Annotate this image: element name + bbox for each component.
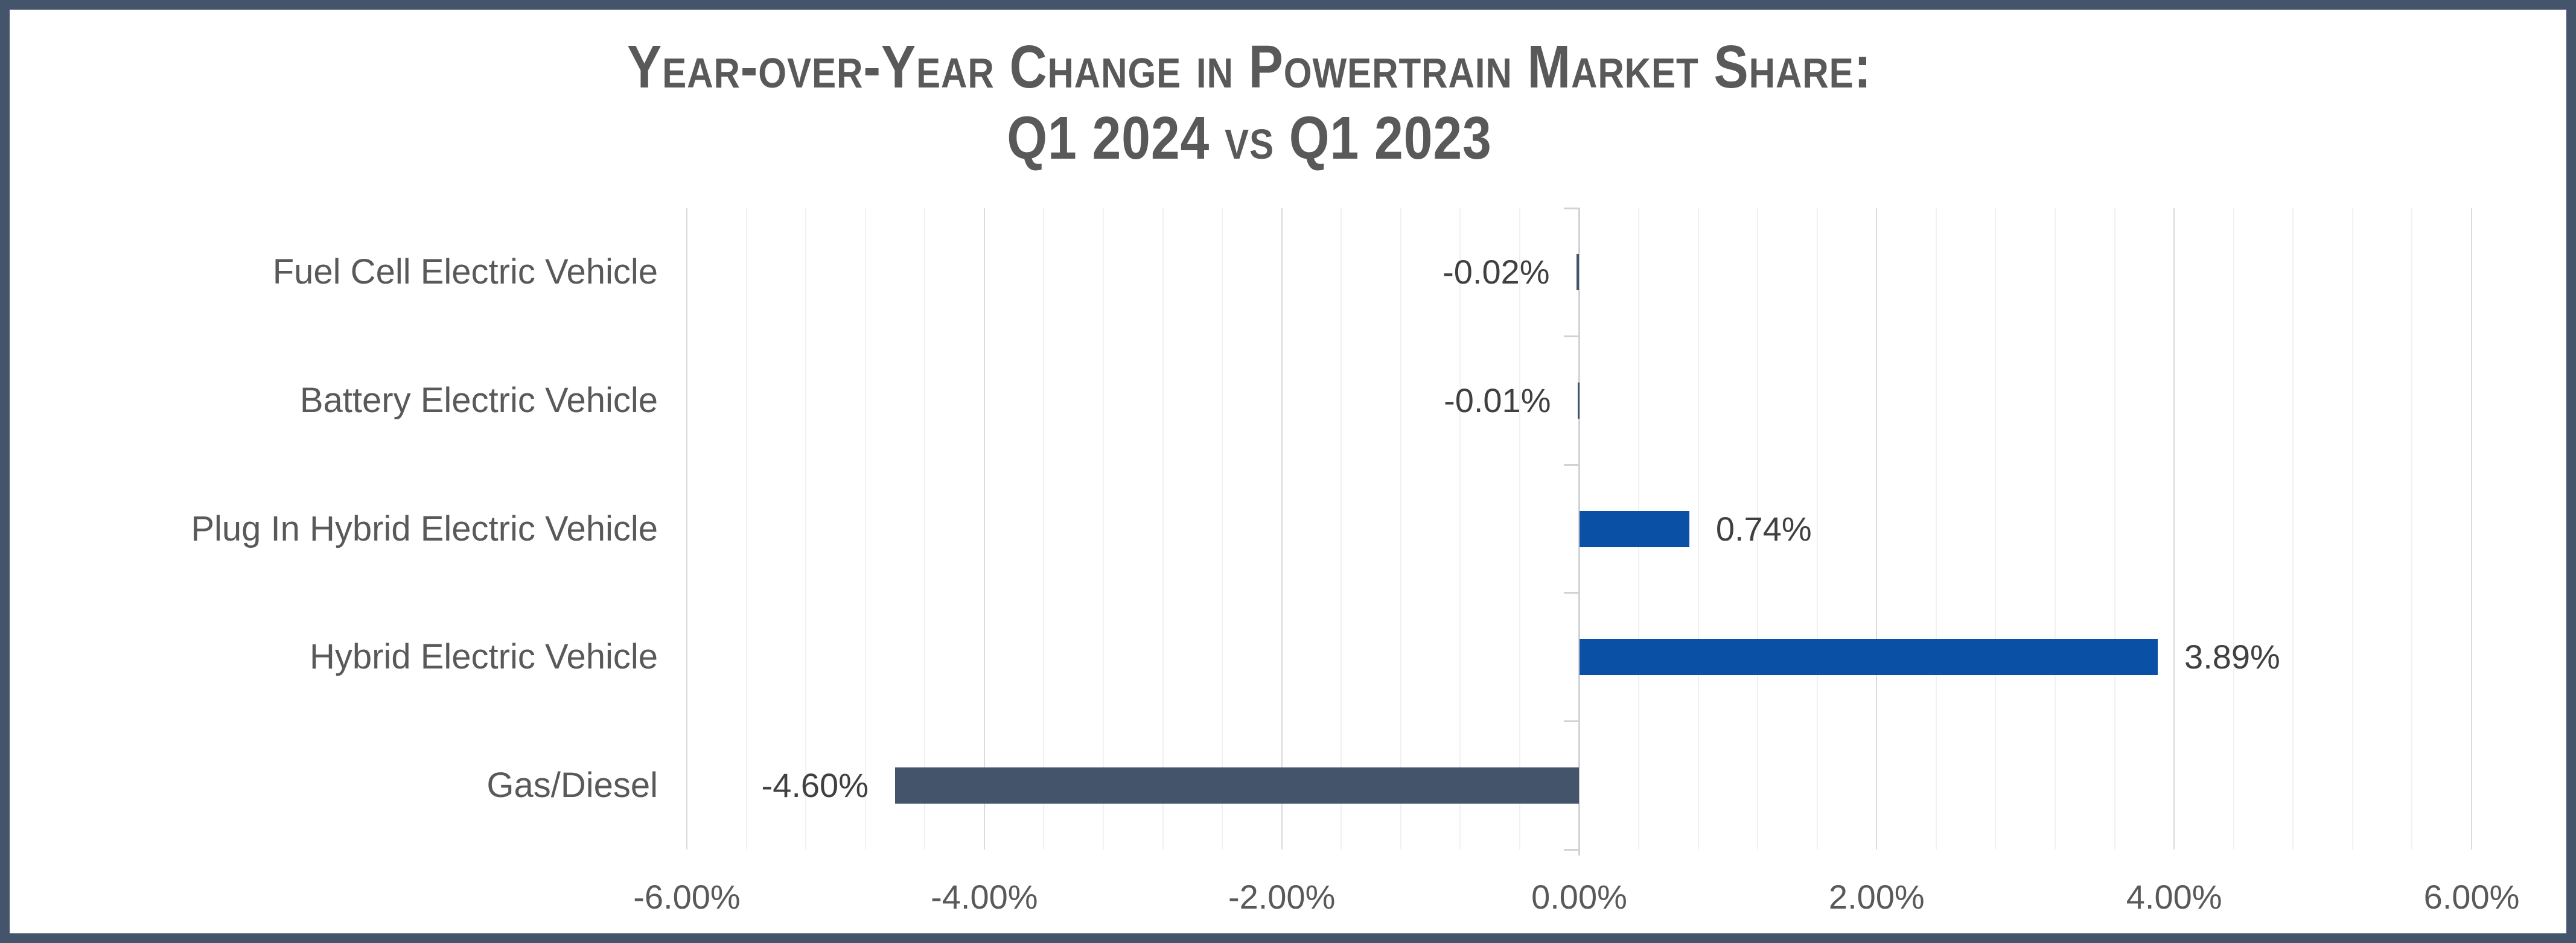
major-gridline [2173,208,2175,849]
minor-gridline [2055,208,2056,849]
bar-plug-in-hybrid-electric-vehicle [1579,510,1689,547]
data-label: 3.89% [2184,638,2280,676]
minor-gridline [1519,208,1520,849]
minor-gridline [2233,208,2234,849]
minor-gridline [1341,208,1342,849]
minor-gridline [2292,208,2294,849]
category-axis-labels: Fuel Cell Electric Vehicle Battery Electr… [0,208,658,849]
chart-title-line1: Year-over-Year Change in Powertrain Mark… [626,33,1872,101]
data-label: 0.74% [1715,509,1812,548]
minor-gridline [1459,208,1461,849]
minor-gridline [745,208,747,849]
major-gridline [686,208,687,849]
x-tick-label: 6.00% [2423,878,2520,916]
chart-title: Year-over-Year Change in Powertrain Mark… [0,31,2499,174]
minor-gridline [1697,208,1699,849]
x-tick-label: -4.00% [931,878,1038,916]
data-label: -0.02% [1443,253,1550,291]
category-axis-tick [1563,592,1580,594]
category-label: Battery Electric Vehicle [299,380,658,420]
bar-gas-diesel [894,767,1580,804]
minor-gridline [2351,208,2353,849]
category-axis-tick [1563,207,1580,209]
category-axis-tick [1563,848,1580,851]
minor-gridline [1162,208,1164,849]
category-axis-tick [1563,463,1580,466]
category-label: Plug In Hybrid Electric Vehicle [191,509,658,548]
minor-gridline [864,208,866,849]
minor-gridline [2114,208,2115,849]
x-tick-label: 0.00% [1531,878,1627,916]
minor-gridline [1935,208,1937,849]
x-tick-label: -2.00% [1228,878,1336,916]
major-gridline [1281,208,1283,849]
category-axis-tick [1563,720,1580,722]
major-gridline [983,208,985,849]
category-label: Hybrid Electric Vehicle [310,637,658,677]
minor-gridline [2411,208,2413,849]
minor-gridline [1222,208,1223,849]
category-label: Gas/Diesel [486,765,658,805]
minor-gridline [924,208,926,849]
x-tick-label: 2.00% [1828,878,1925,916]
minor-gridline [1043,208,1045,849]
value-axis-labels: -6.00% -4.00% -2.00% 0.00% 2.00% 4.00% 6.00% [633,876,2519,924]
minor-gridline [1757,208,1759,849]
bar-fuel-cell-electric-vehicle [1576,254,1580,291]
major-gridline [2471,208,2472,849]
minor-gridline [1102,208,1104,849]
minor-gridline [1995,208,1997,849]
chart-title-line2: Q1 2024 vs Q1 2023 [1007,104,1492,172]
category-axis-tick [1563,335,1580,338]
category-label: Fuel Cell Electric Vehicle [272,252,658,292]
major-gridline [1876,208,1878,849]
x-tick-label: 4.00% [2126,878,2222,916]
minor-gridline [1400,208,1401,849]
plot-area: -0.02% -0.01% 0.74% 3.89% -4.60% [686,207,2472,856]
data-label: -0.01% [1444,381,1551,419]
bar-battery-electric-vehicle [1577,382,1580,419]
minor-gridline [1816,208,1818,849]
x-tick-label: -6.00% [633,878,741,916]
bar-hybrid-electric-vehicle [1579,639,2158,676]
minor-gridline [805,208,807,849]
data-label: -4.60% [761,766,869,804]
